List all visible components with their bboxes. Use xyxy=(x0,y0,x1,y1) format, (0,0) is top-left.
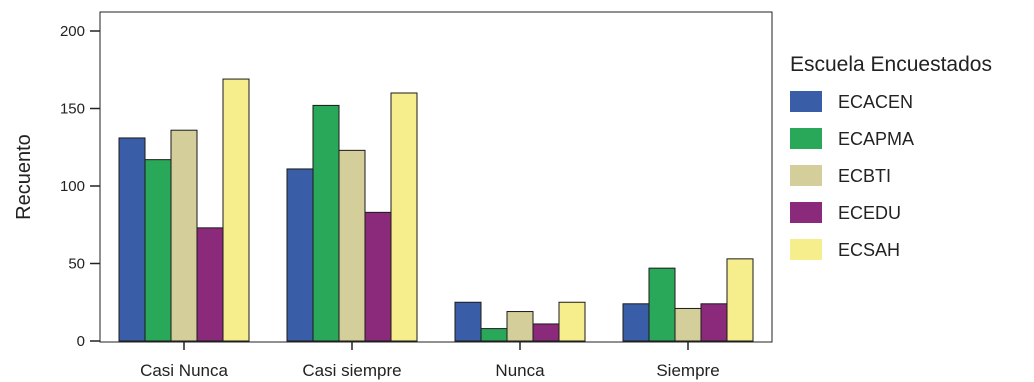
bar-ecapma-2 xyxy=(480,328,508,342)
bar-ecsah-3 xyxy=(726,258,754,342)
y-tick-label-1: 50 xyxy=(68,256,85,273)
bar-ecedu-2 xyxy=(532,323,560,342)
legend-swatch-ecbti xyxy=(790,165,822,186)
y-axis: 0 50 100 150 200 xyxy=(60,23,100,350)
legend-swatch-ecapma xyxy=(790,128,822,149)
legend-label-ecsah: ECSAH xyxy=(838,240,900,260)
x-axis: Casi Nunca Casi siempre Nunca Siempre xyxy=(140,342,720,380)
y-tick-label-2: 100 xyxy=(60,178,85,195)
bar-ecedu-1 xyxy=(364,211,392,342)
legend-label-ecedu: ECEDU xyxy=(838,203,901,223)
bar-ecapma-3 xyxy=(648,267,676,342)
bar-ecacen-1 xyxy=(286,168,314,342)
bar-ecsah-0 xyxy=(222,78,250,342)
bar-ecapma-1 xyxy=(312,104,340,342)
bar-ecacen-2 xyxy=(454,301,482,342)
legend-swatch-ecsah xyxy=(790,239,822,260)
y-tick-label-3: 150 xyxy=(60,101,85,118)
bar-ecedu-0 xyxy=(196,227,224,342)
x-tick-label-3: Siempre xyxy=(656,361,719,380)
bar-ecbti-1 xyxy=(338,149,366,342)
legend: Escuela Encuestados ECACEN ECAPMA ECBTI ECE… xyxy=(790,53,992,260)
y-axis-title: Recuento xyxy=(13,134,35,220)
legend-label-ecbti: ECBTI xyxy=(838,166,891,186)
bar-ecbti-3 xyxy=(674,307,702,342)
y-tick-label-4: 200 xyxy=(60,23,85,40)
x-tick-label-1: Casi siempre xyxy=(302,361,401,380)
legend-swatch-ecedu xyxy=(790,202,822,223)
bar-ecbti-2 xyxy=(506,311,534,342)
legend-label-ecacen: ECACEN xyxy=(838,92,913,112)
bar-ecsah-2 xyxy=(558,301,586,342)
legend-label-ecapma: ECAPMA xyxy=(838,129,914,149)
x-tick-label-2: Nunca xyxy=(495,361,545,380)
bar-ecacen-3 xyxy=(622,303,650,342)
bar-ecsah-1 xyxy=(390,92,418,342)
bar-ecbti-0 xyxy=(170,129,198,342)
legend-swatch-ecacen xyxy=(790,91,822,112)
bar-ecapma-0 xyxy=(144,159,172,342)
bars xyxy=(118,78,754,342)
bar-ecedu-3 xyxy=(700,303,728,342)
y-tick-label-0: 0 xyxy=(77,333,85,350)
x-tick-label-0: Casi Nunca xyxy=(140,361,228,380)
bar-ecacen-0 xyxy=(118,137,146,342)
legend-title: Escuela Encuestados xyxy=(790,53,992,76)
